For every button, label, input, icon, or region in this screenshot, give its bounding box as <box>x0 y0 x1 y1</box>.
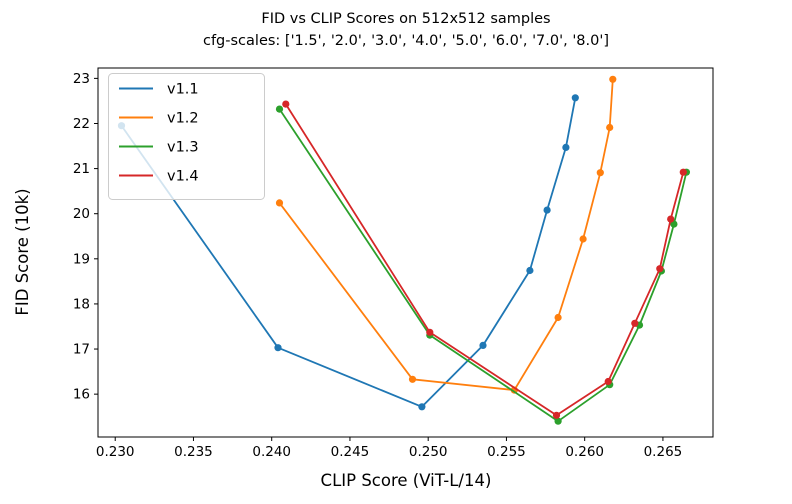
data-point-v1.2 <box>554 313 562 322</box>
data-point-v1.4 <box>426 328 434 336</box>
data-point-v1.1 <box>479 341 487 349</box>
chart-title: FID vs CLIP Scores on 512x512 samples <box>261 11 550 27</box>
series-v1.2 <box>275 75 617 394</box>
series-line-v1.1 <box>120 97 577 408</box>
series-line-v1.3 <box>278 108 688 423</box>
legend-item-v1.1: v1.1 <box>119 82 199 98</box>
data-point-v1.1 <box>571 94 579 102</box>
data-point-v1.2 <box>275 199 284 207</box>
legend-label-v1.2: v1.2 <box>167 111 199 127</box>
plot-frame <box>97 67 714 438</box>
chart-subtitle: cfg-scales: ['1.5', '2.0', '3.0', '4.0',… <box>203 33 609 49</box>
y-tick-label: 19 <box>73 251 90 267</box>
data-point-v1.2 <box>609 75 617 83</box>
data-point-v1.2 <box>606 123 614 132</box>
data-point-v1.1 <box>526 266 534 275</box>
series-line-v1.4 <box>285 103 685 417</box>
legend: v1.1 v1.2 v1.3 v1.4 <box>108 73 265 200</box>
data-point-v1.4 <box>282 100 290 108</box>
legend-label-v1.3: v1.3 <box>167 140 199 156</box>
y-tick-label: 22 <box>73 116 90 132</box>
data-point-v1.2 <box>596 169 604 177</box>
x-tick-label: 0.240 <box>252 444 291 460</box>
x-tick-label: 0.245 <box>331 444 370 460</box>
legend-box <box>108 73 265 200</box>
series-v1.1 <box>117 94 579 411</box>
data-point-v1.1 <box>418 403 426 411</box>
legend-item-v1.3: v1.3 <box>119 140 199 156</box>
legend-label-v1.1: v1.1 <box>167 82 199 98</box>
data-point-v1.3 <box>275 105 284 113</box>
data-point-v1.2 <box>408 375 417 383</box>
x-tick-label: 0.255 <box>487 444 526 460</box>
data-point-v1.4 <box>656 265 664 273</box>
y-tick-label: 20 <box>73 206 90 222</box>
data-point-v1.1 <box>562 143 570 151</box>
plot-area: 0.230 0.235 0.240 0.245 0.250 0.255 0.260 0.265… <box>73 67 714 460</box>
x-tick-label: 0.260 <box>565 444 604 460</box>
data-point-v1.2 <box>579 235 587 243</box>
data-point-v1.4 <box>631 319 639 327</box>
series-v1.3 <box>275 105 691 425</box>
data-point-v1.4 <box>604 377 612 386</box>
legend-item-v1.4: v1.4 <box>119 169 199 185</box>
data-point-v1.3 <box>554 417 562 425</box>
x-tick-label: 0.235 <box>174 444 213 460</box>
data-point-v1.1 <box>274 344 282 352</box>
y-axis-label: FID Score (10k) <box>13 188 32 315</box>
y-tick-label: 21 <box>73 161 90 177</box>
x-tick-label: 0.250 <box>409 444 448 460</box>
data-point-v1.4 <box>552 411 561 419</box>
data-point-v1.1 <box>543 206 551 214</box>
y-tick-label: 17 <box>73 342 90 358</box>
series-line-v1.2 <box>278 79 614 391</box>
data-point-v1.4 <box>667 215 675 223</box>
legend-label-v1.4: v1.4 <box>167 169 199 185</box>
y-tick-label: 18 <box>73 296 90 312</box>
x-axis-label: CLIP Score (ViT-L/14) <box>321 471 492 490</box>
data-point-v1.4 <box>679 168 687 176</box>
legend-item-v1.2: v1.2 <box>119 111 199 127</box>
x-tick-label: 0.230 <box>96 444 135 460</box>
y-tick-label: 16 <box>73 387 90 403</box>
x-tick-label: 0.265 <box>644 444 683 460</box>
series-v1.4 <box>282 100 687 419</box>
y-tick-label: 23 <box>73 71 90 87</box>
